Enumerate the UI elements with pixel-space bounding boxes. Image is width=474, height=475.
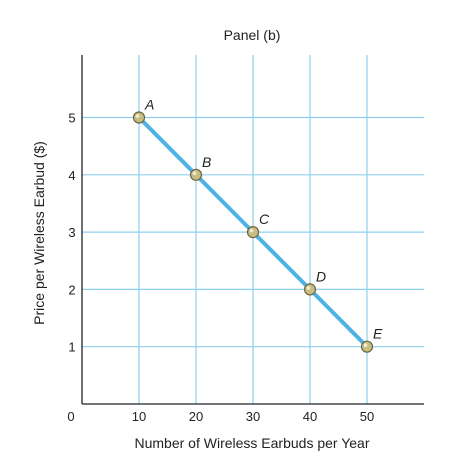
tick-labels: 10 20 30 40 50 1 2 3 4 5	[68, 111, 374, 425]
y-tick-label: 3	[68, 225, 75, 240]
x-tick-label: 50	[360, 409, 374, 424]
data-point-marker	[132, 111, 146, 124]
data-point-marker	[189, 168, 203, 181]
data-point-label: C	[259, 211, 270, 227]
data-point-highlight	[192, 171, 197, 176]
data-point-marker	[360, 340, 374, 353]
data-points: A B C D E	[132, 97, 383, 353]
chart-title: Panel (b)	[224, 27, 281, 43]
y-tick-label: 4	[68, 168, 75, 183]
data-point-label: A	[144, 97, 154, 113]
data-point-label: D	[316, 268, 326, 284]
x-axis-title: Number of Wireless Earbuds per Year	[135, 435, 370, 451]
y-tick-label: 2	[68, 282, 75, 297]
x-tick-label: 10	[132, 409, 146, 424]
data-point-highlight	[249, 228, 254, 233]
data-point-label: E	[373, 326, 383, 342]
data-point-highlight	[363, 343, 368, 348]
x-tick-label: 30	[246, 409, 260, 424]
grid	[82, 55, 424, 404]
y-tick-label: 1	[68, 340, 75, 355]
axes	[81, 55, 424, 405]
data-point-highlight	[135, 114, 140, 118]
x-tick-label: 40	[303, 409, 317, 424]
data-point-label: B	[202, 154, 211, 170]
data-point-marker	[246, 226, 260, 239]
x-tick-label: 20	[189, 409, 203, 424]
y-axis-title: Price per Wireless Earbud ($)	[31, 141, 47, 325]
y-tick-label: 5	[68, 111, 75, 126]
origin-label: 0	[67, 409, 74, 424]
data-point-marker	[303, 283, 317, 296]
data-point-highlight	[306, 286, 311, 290]
